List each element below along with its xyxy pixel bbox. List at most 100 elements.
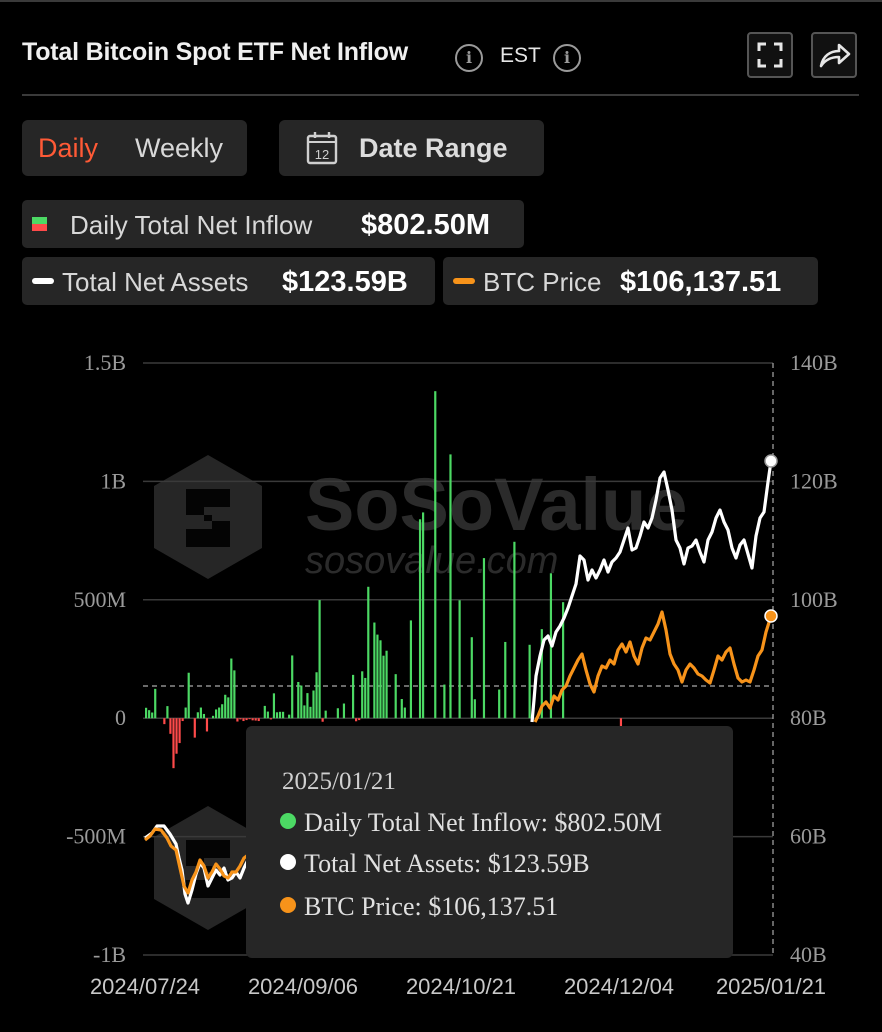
inflow-bar (245, 718, 248, 721)
inflow-bar (528, 644, 531, 719)
inflow-bar (272, 693, 276, 719)
inflow-bar (211, 715, 215, 719)
inflow-bar (187, 672, 190, 719)
inflow-bar (227, 697, 230, 719)
inflow-bar (342, 703, 346, 719)
inflow-bar (498, 689, 501, 719)
inflow-bar (218, 707, 221, 719)
inflow-bar (309, 706, 312, 719)
inflow-bar (202, 713, 206, 719)
inflow-bar (504, 641, 507, 719)
inflow-bar (315, 672, 318, 719)
legend-label: Total Net Assets (62, 267, 249, 297)
inflow-bar (242, 718, 245, 722)
inflow-bar (163, 718, 166, 725)
inflow-bar (409, 620, 413, 719)
timezone-label: EST (500, 44, 541, 67)
y-left-tick: -500M (66, 824, 126, 849)
watermark-brand: SoSoValue (305, 463, 687, 546)
tooltip-row-assets: Total Net Assets: $123.59B (280, 849, 590, 879)
inflow-bar (251, 718, 254, 721)
inflow-bar (281, 711, 285, 719)
inflow-bar (145, 707, 148, 719)
legend-swatch-white (32, 278, 54, 284)
toggle-daily[interactable]: Daily (38, 133, 99, 163)
legend-swatch-orange (453, 278, 475, 284)
inflow-bar (400, 699, 403, 719)
y-axis-left: 1.5B 1B 500M 0 -500M -1B (66, 350, 126, 967)
inflow-bar (221, 704, 224, 719)
legend-daily-inflow[interactable]: Daily Total Net Inflow $802.50M (22, 200, 524, 248)
inflow-bar (184, 707, 187, 719)
inflow-bar (257, 718, 260, 722)
inflow-bar (196, 712, 199, 719)
legend-total-assets[interactable]: Total Net Assets $123.59B (22, 257, 435, 305)
inflow-bar (367, 586, 370, 719)
x-tick: 2024/07/24 (90, 974, 200, 999)
inflow-bar (434, 391, 437, 719)
inflow-bar (300, 685, 303, 719)
assets-endpoint-marker (764, 454, 778, 468)
inflow-bar (169, 718, 172, 734)
inflow-bar (482, 558, 486, 719)
y-right-tick: 40B (790, 942, 827, 967)
inflow-bar (562, 602, 565, 719)
price-endpoint-marker (764, 609, 778, 623)
x-axis: 2024/07/24 2024/09/06 2024/10/21 2024/12/04… (90, 974, 826, 999)
y-left-tick: 0 (115, 705, 126, 730)
legend-btc-price[interactable]: BTC Price $106,137.51 (443, 257, 818, 305)
y-right-tick: 120B (790, 468, 838, 493)
tooltip-date: 2025/01/21 (282, 768, 396, 795)
toggle-weekly[interactable]: Weekly (135, 133, 224, 163)
inflow-bar (266, 711, 269, 719)
calendar-icon: 12 (306, 132, 338, 165)
inflow-bar (351, 674, 355, 719)
inflow-bar (254, 718, 257, 721)
inflow-bar (306, 693, 309, 719)
date-range-label: Date Range (359, 133, 508, 163)
inflow-bar (422, 512, 425, 719)
inflow-bar (470, 637, 473, 719)
inflow-bar (236, 718, 239, 722)
inflow-bar (193, 718, 196, 738)
inflow-bar (321, 718, 324, 722)
tooltip-row-price: BTC Price: $106,137.51 (280, 892, 558, 922)
share-button[interactable] (811, 32, 857, 78)
share-icon (819, 43, 851, 68)
inflow-bar (291, 655, 294, 719)
y-right-tick: 80B (790, 705, 827, 730)
inflow-bar (373, 622, 376, 719)
y-left-tick: -1B (93, 942, 126, 967)
timezone-info-icon[interactable]: i (553, 44, 581, 72)
inflow-bar (303, 705, 306, 719)
inflow-bar (394, 674, 397, 719)
inflow-bar (443, 684, 446, 719)
inflow-bar (215, 709, 218, 719)
inflow-bar (449, 454, 452, 719)
page-title: Total Bitcoin Spot ETF Net Inflow (22, 38, 408, 66)
fullscreen-button[interactable] (747, 32, 793, 78)
inflow-bar (540, 629, 543, 719)
y-right-tick: 60B (790, 824, 827, 849)
inflow-bar (178, 718, 181, 744)
chart-tooltip: 2025/01/21 Daily Total Net Inflow: $802.… (246, 726, 733, 958)
period-toggle: Daily Weekly (22, 120, 247, 176)
x-tick: 2024/10/21 (406, 974, 516, 999)
legend-value: $106,137.51 (620, 266, 782, 298)
y-left-tick: 1.5B (84, 350, 126, 375)
inflow-bar (148, 710, 151, 719)
inflow-bar (205, 718, 209, 732)
inflow-bar (239, 718, 242, 720)
x-tick: 2024/09/06 (248, 974, 358, 999)
inflow-bar (358, 718, 361, 721)
top-border (0, 0, 882, 2)
inflow-bar (230, 658, 233, 719)
watermark: SoSoValue sosovalue.com (154, 455, 687, 930)
inflow-bar (278, 711, 282, 719)
date-range-button[interactable]: 12 Date Range (279, 120, 544, 176)
inflow-bar (224, 694, 227, 719)
y-left-tick: 1B (100, 468, 126, 493)
info-icon[interactable]: i (455, 44, 483, 72)
inflow-bar (385, 650, 388, 719)
inflow-bar (263, 705, 266, 719)
